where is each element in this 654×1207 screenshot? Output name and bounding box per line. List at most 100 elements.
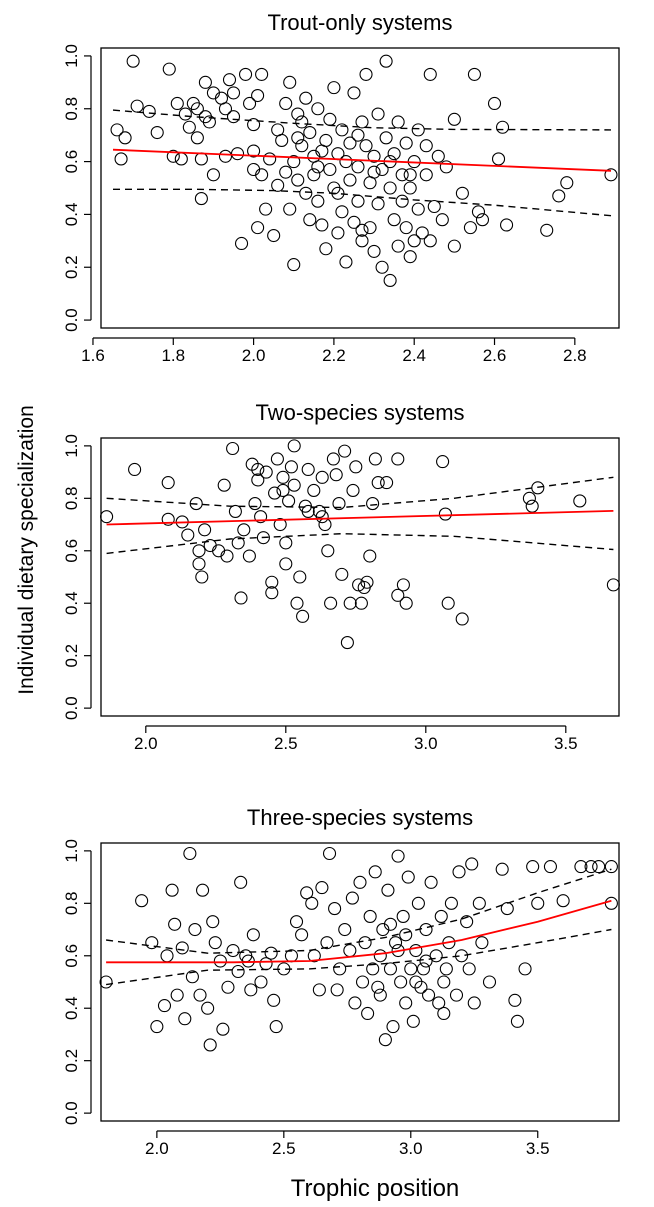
data-point	[320, 936, 334, 950]
data-point	[321, 544, 335, 558]
data-point	[247, 144, 261, 158]
data-point	[311, 194, 325, 208]
data-point	[234, 875, 248, 889]
data-point	[170, 988, 184, 1002]
data-point	[409, 975, 423, 989]
data-point	[395, 194, 409, 208]
data-point	[404, 962, 418, 976]
data-point	[259, 202, 273, 216]
data-point	[359, 139, 373, 153]
data-point	[429, 949, 443, 963]
data-point	[447, 112, 461, 126]
data-point	[326, 452, 340, 466]
data-point	[99, 975, 113, 989]
data-point	[378, 1033, 392, 1047]
y-tick-label: 0.2	[62, 255, 81, 279]
data-point	[340, 636, 354, 650]
data-point	[455, 612, 469, 626]
data-point	[399, 996, 413, 1010]
data-point	[206, 915, 220, 929]
data-point	[361, 1006, 375, 1021]
data-point	[332, 497, 346, 511]
data-point	[255, 67, 269, 81]
data-point	[556, 894, 570, 908]
data-point	[522, 491, 536, 505]
data-point	[358, 936, 372, 950]
data-point	[217, 478, 231, 492]
data-point	[185, 970, 199, 984]
data-point	[423, 67, 437, 81]
plot-frame	[100, 437, 620, 717]
data-point	[467, 996, 481, 1010]
x-tick-label: 2.5	[272, 1139, 296, 1158]
data-point	[355, 115, 369, 129]
data-point	[606, 578, 620, 592]
data-point	[251, 462, 265, 477]
data-point	[432, 996, 446, 1010]
data-point	[241, 954, 255, 968]
data-point	[305, 896, 319, 910]
data-point	[208, 936, 222, 950]
data-point	[193, 988, 207, 1002]
data-point	[496, 120, 510, 134]
plot-frame	[100, 842, 620, 1122]
data-point	[289, 915, 304, 929]
data-point	[287, 155, 301, 169]
data-point	[221, 980, 235, 994]
data-point	[399, 596, 413, 610]
data-point	[465, 857, 479, 871]
data-point	[383, 181, 397, 195]
data-point	[270, 452, 284, 466]
data-point	[264, 946, 278, 960]
data-point	[312, 983, 326, 997]
data-point	[472, 896, 486, 910]
ci-upper-line	[112, 109, 612, 131]
data-point	[303, 125, 317, 140]
data-point	[368, 865, 382, 879]
data-point	[165, 883, 179, 897]
data-point	[423, 234, 437, 248]
data-point	[351, 160, 365, 174]
x-tick-label: 2.2	[322, 346, 346, 365]
x-tick-label: 2.8	[563, 346, 587, 365]
data-point	[349, 460, 363, 474]
data-point	[234, 236, 249, 251]
data-point	[491, 152, 506, 166]
chart-title: Three-species systems	[247, 805, 473, 830]
data-point	[206, 168, 220, 182]
data-point	[168, 917, 182, 931]
data-point	[150, 1020, 164, 1034]
data-point	[283, 202, 297, 216]
data-point	[406, 1014, 420, 1028]
x-tick-label: 1.8	[161, 346, 185, 365]
data-point	[343, 596, 357, 610]
data-point	[592, 860, 606, 874]
data-point	[467, 67, 481, 81]
data-point	[395, 168, 409, 182]
data-point	[203, 1038, 217, 1052]
data-point	[194, 152, 208, 166]
data-point	[128, 462, 142, 477]
y-tick-label: 0.8	[62, 487, 81, 511]
ci-upper-line	[106, 868, 612, 954]
data-point	[263, 152, 277, 166]
data-point	[439, 962, 453, 976]
data-point	[315, 881, 329, 895]
data-point	[345, 891, 359, 905]
x-tick-label: 2.5	[274, 734, 298, 753]
data-point	[265, 575, 279, 589]
data-point	[375, 162, 389, 177]
data-point	[234, 591, 248, 605]
x-tick-label: 1.6	[81, 346, 105, 365]
data-point	[525, 499, 539, 513]
data-point	[510, 1014, 524, 1028]
x-tick-label: 2.4	[402, 346, 426, 365]
data-point	[368, 452, 382, 466]
shared-ylabel: Individual dietary specialization	[15, 405, 38, 695]
data-point	[220, 549, 234, 563]
panel-two-species: Two-species systems 2.0 2.5 3.0 3.5 0.0 0.2 0.4…	[62, 400, 620, 753]
data-point	[251, 88, 265, 103]
data-point	[299, 91, 313, 105]
data-point	[388, 936, 403, 950]
data-point	[296, 609, 310, 623]
